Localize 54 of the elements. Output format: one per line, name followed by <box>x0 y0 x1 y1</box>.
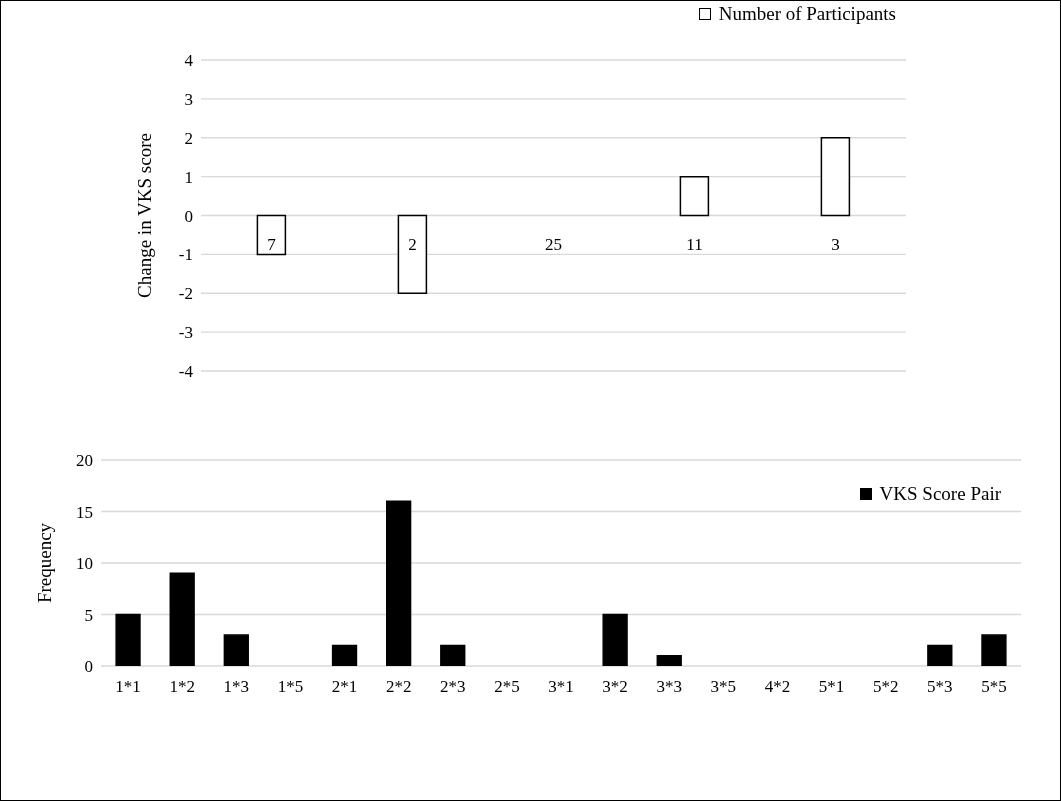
x-tick-label: 1*1 <box>115 676 141 696</box>
x-tick-label: 3 <box>831 235 840 255</box>
x-tick-label: 11 <box>686 235 703 255</box>
y-tick-label: 2 <box>184 128 193 148</box>
bar <box>679 175 710 217</box>
bar <box>656 654 682 666</box>
y-tick-label: 10 <box>76 554 93 574</box>
x-tick-label: 1*2 <box>169 676 195 696</box>
bar <box>397 214 428 294</box>
x-tick-label: 2*2 <box>385 676 412 696</box>
x-tick-label: 5*2 <box>872 676 899 696</box>
bar <box>820 137 851 217</box>
y-tick-label: -3 <box>178 323 193 343</box>
bar <box>927 644 953 666</box>
bar <box>169 572 195 666</box>
y-tick-label: 3 <box>184 89 193 109</box>
y-tick-label: -1 <box>178 245 193 265</box>
x-tick-label: 5*1 <box>818 676 845 696</box>
x-tick-label: 2*1 <box>331 676 358 696</box>
x-tick-label: 2*5 <box>494 676 520 696</box>
x-tick-label: 4*2 <box>764 676 791 696</box>
x-tick-label: 2 <box>408 235 417 255</box>
y-axis-title: Frequency <box>33 522 55 604</box>
y-tick-label: 0 <box>84 657 93 677</box>
bar <box>602 613 628 666</box>
x-tick-label: 1*5 <box>277 676 304 696</box>
y-tick-label: 5 <box>84 605 93 625</box>
bar <box>115 613 141 666</box>
y-tick-label: 15 <box>76 502 93 522</box>
x-tick-label: 5*3 <box>927 676 953 696</box>
y-axis-title: Change in VKS score <box>133 133 155 298</box>
y-tick-label: -2 <box>178 284 193 304</box>
x-tick-label: 1*3 <box>223 676 250 696</box>
x-tick-label: 3*3 <box>656 676 682 696</box>
bar <box>385 500 412 666</box>
y-tick-label: 4 <box>184 51 194 71</box>
y-tick-label: 0 <box>184 206 193 226</box>
bar <box>440 644 466 666</box>
x-tick-label: 7 <box>267 235 277 255</box>
x-tick-label: 3*2 <box>602 676 628 696</box>
x-tick-label: 5*5 <box>981 676 1007 696</box>
y-tick-label: -4 <box>178 362 194 382</box>
bar <box>223 634 249 666</box>
y-tick-label: 20 <box>76 451 93 471</box>
bar <box>981 634 1007 666</box>
legend-label: Number of Participants <box>718 3 896 25</box>
legend-label: VKS Score Pair <box>879 483 1001 505</box>
x-tick-label: 3*1 <box>548 676 574 696</box>
bar <box>256 214 287 256</box>
y-tick-label: 1 <box>184 167 193 187</box>
x-tick-label: 2*3 <box>440 676 466 696</box>
x-tick-label: 25 <box>545 235 562 255</box>
bar <box>331 644 358 666</box>
x-tick-label: 3*5 <box>710 676 737 696</box>
